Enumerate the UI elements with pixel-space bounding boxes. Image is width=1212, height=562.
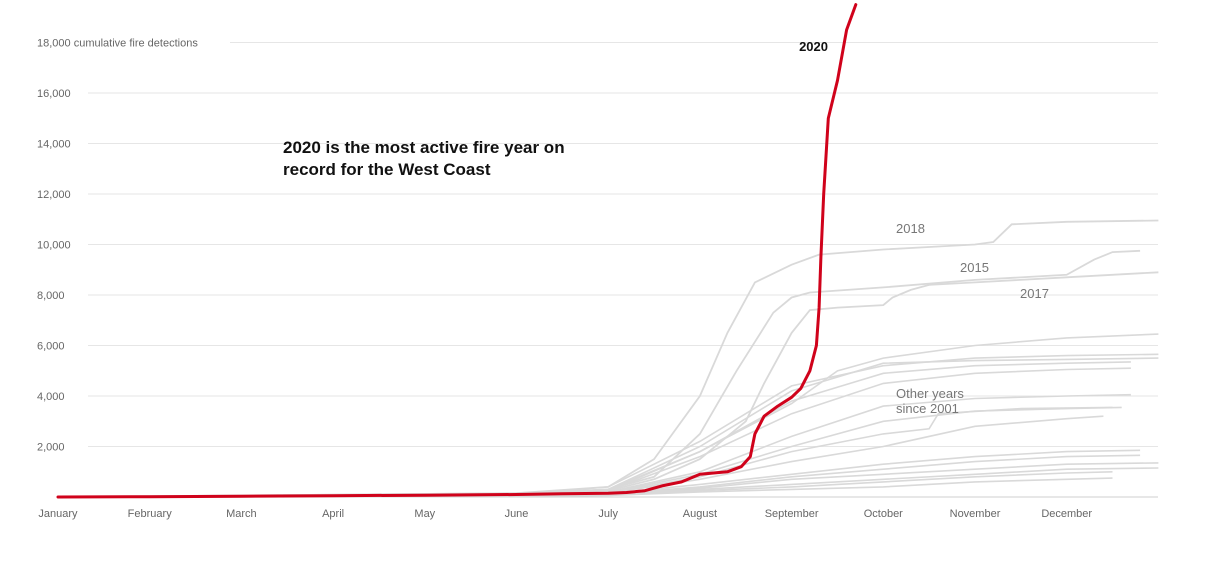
y-tick-label: 18,000 cumulative fire detections (37, 38, 198, 50)
year-line-2020 (56, 3, 858, 499)
labeled-years-lines (57, 219, 1159, 498)
y-tick-label: 10,000 (37, 240, 71, 252)
x-tick-label: January (38, 508, 78, 520)
x-tick-label: September (765, 508, 819, 520)
y-tick-label: 14,000 (37, 139, 71, 151)
other-year-line (57, 406, 1122, 498)
other-year-line (57, 415, 1104, 498)
other-years-lines (57, 333, 1159, 498)
other-years-label: Other years since 2001 (896, 386, 964, 416)
x-tick-label: October (864, 508, 903, 520)
x-tick-label: August (683, 508, 717, 520)
annotation-line-1: 2020 is the most active fire year on (283, 138, 565, 157)
other-years-label-line: Other years (896, 386, 964, 401)
year-line-2018 (57, 219, 1159, 498)
y-tick-label: 4,000 (37, 391, 65, 403)
x-tick-label: March (226, 508, 257, 520)
other-year-line (57, 477, 1113, 498)
x-tick-label: April (322, 508, 344, 520)
y-tick-label: 12,000 (37, 189, 71, 201)
other-years-label-line: since 2001 (896, 401, 959, 416)
chart-annotation: 2020 is the most active fire year on rec… (283, 138, 569, 179)
series-label-2015: 2015 (960, 260, 989, 275)
year-line-2015 (57, 249, 1141, 498)
y-tick-label: 2,000 (37, 442, 65, 454)
x-axis: January February March April May June July Augu… (38, 508, 1092, 520)
y-axis: 2,000 4,000 6,000 8,000 10,000 12,000 14,000 16… (37, 38, 198, 454)
series-label-2017: 2017 (1020, 286, 1049, 301)
annotation-line-2: record for the West Coast (283, 160, 491, 179)
x-tick-label: July (598, 508, 618, 520)
y-tick-label: 16,000 (37, 88, 71, 100)
series-label-2018: 2018 (896, 221, 925, 236)
x-tick-label: June (505, 508, 529, 520)
x-tick-label: February (128, 508, 173, 520)
y-tick-label: 8,000 (37, 290, 65, 302)
x-tick-label: May (414, 508, 435, 520)
highlight-year-line (56, 3, 858, 499)
x-tick-label: December (1041, 508, 1092, 520)
year-line-2017 (57, 271, 1159, 498)
series-labels: 2020 2018 2015 2017 Other years since 2001 (799, 39, 1049, 416)
gridlines (58, 42, 1158, 498)
x-tick-label: November (950, 508, 1001, 520)
y-tick-label: 6,000 (37, 341, 65, 353)
series-label-2020: 2020 (799, 39, 828, 54)
